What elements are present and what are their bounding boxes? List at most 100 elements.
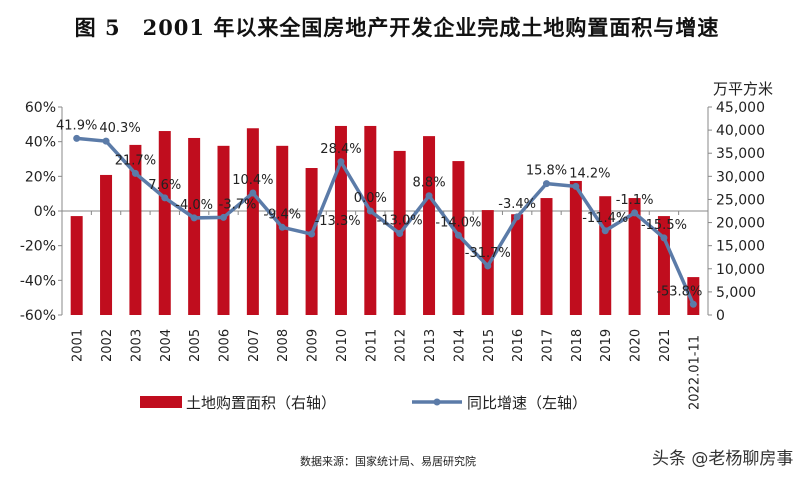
growth-point-2001	[73, 134, 81, 142]
left-tick-label: 40%	[25, 135, 56, 151]
x-tick-label: 2015	[482, 329, 497, 362]
growth-point-2010	[337, 158, 345, 166]
data-label: -13.0%	[377, 214, 423, 229]
growth-point-2002	[102, 137, 110, 145]
growth-point-2021	[660, 234, 668, 242]
right-tick-label: 10,000	[716, 262, 765, 278]
x-tick-label: 2005	[188, 329, 203, 362]
growth-point-2016	[513, 213, 521, 221]
right-tick-label: 0	[716, 308, 725, 324]
right-tick-label: 20,000	[716, 216, 765, 232]
x-tick-label: 2010	[335, 329, 350, 362]
x-tick-label: 2004	[159, 329, 174, 362]
data-label: -3.7%	[219, 197, 257, 212]
data-label: 0.0%	[354, 191, 387, 206]
source-note: 数据来源：国家统计局、易居研究院	[300, 455, 476, 468]
growth-point-2007	[249, 189, 257, 197]
left-tick-label: -20%	[20, 239, 56, 255]
x-tick-label: 2016	[511, 329, 526, 362]
data-label: 21.7%	[115, 153, 156, 168]
bar-2002	[100, 174, 113, 315]
bar-2013	[423, 136, 436, 315]
x-tick-label: 2003	[129, 329, 144, 362]
bar-2018	[569, 180, 582, 315]
x-tick-label: 2018	[570, 329, 585, 362]
right-axis-unit: 万平方米	[713, 80, 773, 98]
growth-point-2004	[161, 194, 169, 202]
watermark: 头条 @老杨聊房事	[652, 449, 794, 469]
data-label: 8.8%	[413, 176, 446, 191]
growth-point-2020	[631, 209, 639, 217]
x-tick-label: 2014	[452, 329, 467, 362]
growth-line	[76, 136, 695, 305]
x-tick-label: 2013	[423, 329, 438, 362]
data-label: -13.3%	[315, 214, 361, 229]
data-label: -53.8%	[656, 284, 702, 299]
x-tick-label: 2020	[629, 329, 644, 362]
growth-point-2014	[454, 231, 462, 239]
right-tick-label: 40,000	[716, 123, 765, 139]
legend-bar-label: 土地购置面积（右轴）	[186, 394, 336, 412]
growth-point-2009	[308, 230, 316, 238]
x-tick-label: 2008	[276, 329, 291, 362]
growth-point-2017	[543, 180, 550, 188]
left-tick-label: 60%	[25, 100, 56, 116]
data-label: 40.3%	[99, 121, 140, 136]
x-tick-label: 2012	[394, 329, 409, 362]
x-tick-label: 2009	[306, 329, 321, 362]
right-tick-label: 5,000	[716, 285, 756, 301]
right-tick-label: 15,000	[716, 239, 765, 255]
legend-bar-swatch	[140, 396, 182, 408]
data-label: -14.0%	[435, 215, 481, 230]
growth-point-2012	[396, 230, 404, 238]
right-tick-label: 30,000	[716, 169, 765, 185]
data-label: 41.9%	[56, 118, 97, 133]
bar-2017	[540, 198, 553, 315]
data-label: 15.8%	[526, 164, 567, 179]
right-tick-label: 35,000	[716, 146, 765, 162]
x-tick-label: 2021	[658, 329, 673, 362]
right-tick-label: 25,000	[716, 192, 765, 208]
growth-point-2019	[601, 227, 609, 235]
legend-line-label: 同比增速（左轴）	[467, 394, 587, 412]
x-tick-label: 2006	[218, 329, 233, 362]
data-label: -11.4%	[582, 211, 628, 226]
x-tick-label: 2007	[247, 329, 262, 362]
data-label: 14.2%	[569, 166, 610, 181]
x-tick-label: 2017	[541, 329, 556, 362]
left-tick-label: 0%	[34, 204, 56, 220]
x-tick-label: 2011	[364, 329, 379, 362]
bar-2003	[129, 144, 142, 315]
data-label: -3.4%	[498, 197, 536, 212]
x-tick-label: 2002	[100, 329, 115, 362]
data-label: -9.4%	[263, 207, 301, 222]
growth-point-2013	[425, 192, 433, 200]
data-label: -1.1%	[616, 193, 654, 208]
bar-2001	[70, 216, 83, 315]
left-tick-label: -40%	[20, 273, 56, 289]
data-label: 7.6%	[148, 178, 181, 193]
growth-point-2011	[366, 207, 374, 215]
growth-point-2008	[278, 223, 286, 231]
growth-point-2018	[572, 182, 580, 190]
bar-2006	[217, 145, 230, 315]
left-tick-label: -60%	[20, 308, 56, 324]
x-tick-label: 2022.01-11	[687, 335, 702, 410]
x-tick-label: 2019	[599, 329, 614, 362]
bar-2016	[511, 214, 524, 315]
left-tick-label: 20%	[25, 169, 56, 185]
growth-point-2015	[484, 262, 492, 270]
data-label: -31.7%	[465, 246, 511, 261]
x-tick-label: 2001	[71, 329, 86, 362]
data-label: 28.4%	[320, 142, 361, 157]
bar-2011	[364, 125, 377, 315]
bar-2020	[628, 198, 641, 315]
data-label: -15.5%	[641, 218, 687, 233]
bar-2009	[305, 168, 318, 315]
growth-point-2022.01-11	[689, 300, 697, 308]
bar-2007	[246, 128, 259, 315]
growth-point-2003	[131, 169, 139, 177]
right-tick-label: 45,000	[716, 100, 765, 116]
bar-2005	[188, 137, 201, 315]
